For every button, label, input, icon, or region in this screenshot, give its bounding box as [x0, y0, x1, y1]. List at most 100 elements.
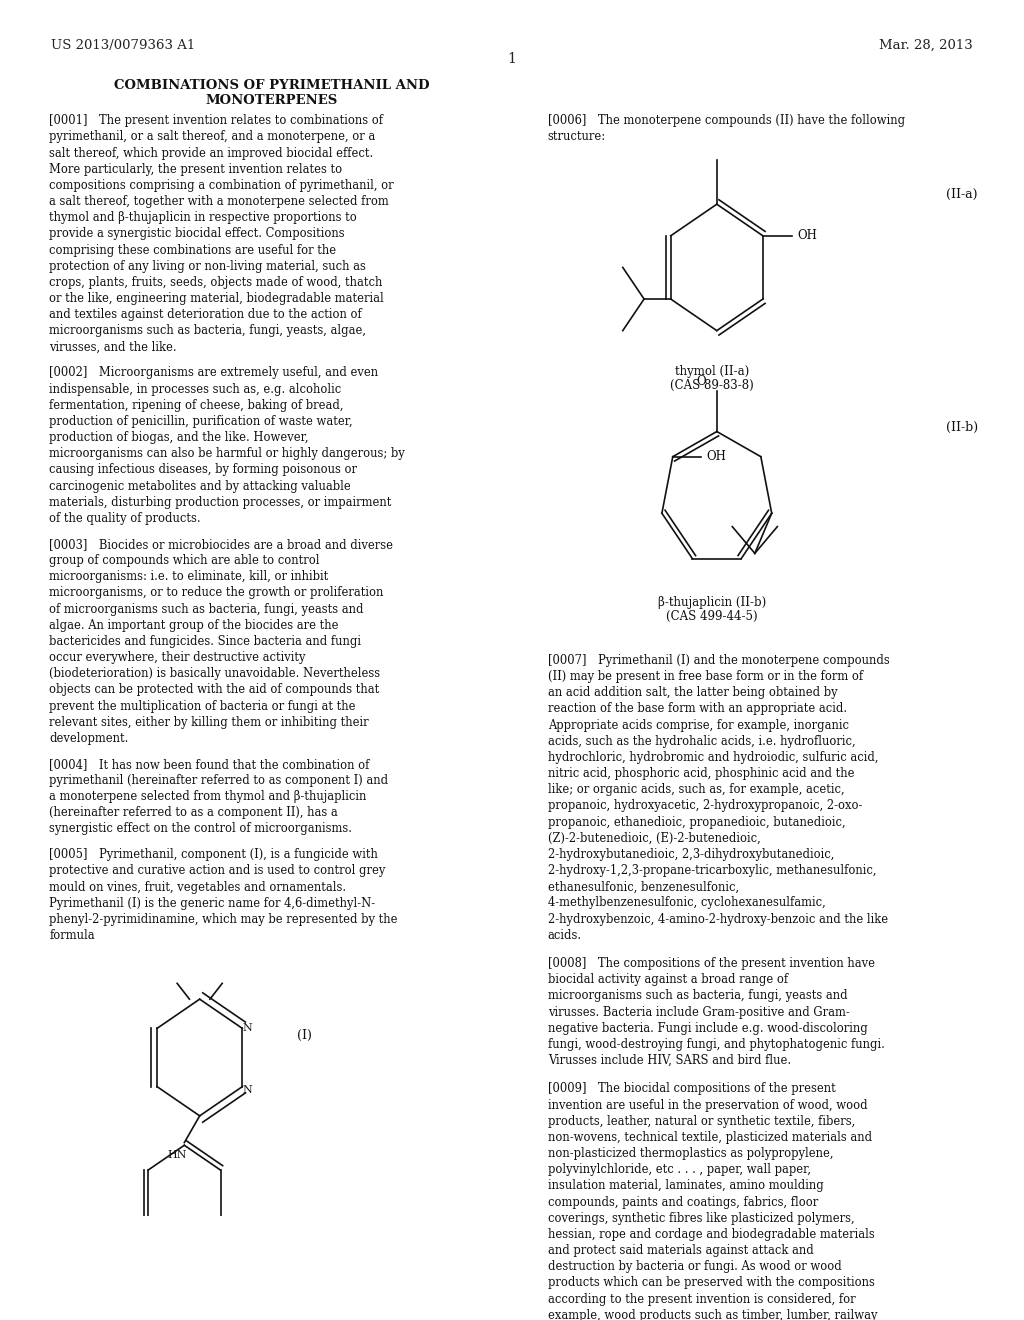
Text: an acid addition salt, the latter being obtained by: an acid addition salt, the latter being …	[548, 686, 838, 700]
Text: Pyrimethanil (I) is the generic name for 4,6-dimethyl-N-: Pyrimethanil (I) is the generic name for…	[49, 896, 375, 909]
Text: products, leather, natural or synthetic textile, fibers,: products, leather, natural or synthetic …	[548, 1115, 855, 1127]
Text: acids, such as the hydrohalic acids, i.e. hydrofluoric,: acids, such as the hydrohalic acids, i.e…	[548, 735, 855, 748]
Text: US 2013/0079363 A1: US 2013/0079363 A1	[51, 38, 196, 51]
Text: insulation material, laminates, amino moulding: insulation material, laminates, amino mo…	[548, 1180, 823, 1192]
Text: hessian, rope and cordage and biodegradable materials: hessian, rope and cordage and biodegrada…	[548, 1228, 874, 1241]
Text: [0008] The compositions of the present invention have: [0008] The compositions of the present i…	[548, 957, 874, 970]
Text: microorganisms such as bacteria, fungi, yeasts and: microorganisms such as bacteria, fungi, …	[548, 990, 848, 1002]
Text: [0005] Pyrimethanil, component (I), is a fungicide with: [0005] Pyrimethanil, component (I), is a…	[49, 849, 378, 862]
Text: (II-a): (II-a)	[946, 187, 978, 201]
Text: like; or organic acids, such as, for example, acetic,: like; or organic acids, such as, for exa…	[548, 783, 845, 796]
Text: bactericides and fungicides. Since bacteria and fungi: bactericides and fungicides. Since bacte…	[49, 635, 361, 648]
Text: non-wovens, technical textile, plasticized materials and: non-wovens, technical textile, plasticiz…	[548, 1131, 872, 1144]
Text: [0004] It has now been found that the combination of: [0004] It has now been found that the co…	[49, 758, 370, 771]
Text: microorganisms: i.e. to eliminate, kill, or inhibit: microorganisms: i.e. to eliminate, kill,…	[49, 570, 329, 583]
Text: [0006] The monoterpene compounds (II) have the following: [0006] The monoterpene compounds (II) ha…	[548, 115, 905, 127]
Text: O: O	[696, 375, 707, 388]
Text: 2-hydroxybenzoic, 4-amino-2-hydroxy-benzoic and the like: 2-hydroxybenzoic, 4-amino-2-hydroxy-benz…	[548, 912, 888, 925]
Text: virusses, and the like.: virusses, and the like.	[49, 341, 177, 354]
Text: of the quality of products.: of the quality of products.	[49, 512, 201, 525]
Text: development.: development.	[49, 731, 129, 744]
Text: OH: OH	[798, 230, 817, 243]
Text: phenyl-2-pyrimidinamine, which may be represented by the: phenyl-2-pyrimidinamine, which may be re…	[49, 913, 397, 927]
Text: ethanesulfonic, benzenesulfonic,: ethanesulfonic, benzenesulfonic,	[548, 880, 739, 894]
Text: non-plasticized thermoplastics as polypropylene,: non-plasticized thermoplastics as polypr…	[548, 1147, 834, 1160]
Text: of microorganisms such as bacteria, fungi, yeasts and: of microorganisms such as bacteria, fung…	[49, 602, 364, 615]
Text: structure:: structure:	[548, 131, 606, 144]
Text: example, wood products such as timber, lumber, railway: example, wood products such as timber, l…	[548, 1308, 878, 1320]
Text: occur everywhere, their destructive activity: occur everywhere, their destructive acti…	[49, 651, 305, 664]
Text: [0002] Microorganisms are extremely useful, and even: [0002] Microorganisms are extremely usef…	[49, 367, 378, 379]
Text: nitric acid, phosphoric acid, phosphinic acid and the: nitric acid, phosphoric acid, phosphinic…	[548, 767, 854, 780]
Text: (II-b): (II-b)	[946, 421, 978, 434]
Text: synergistic effect on the control of microorganisms.: synergistic effect on the control of mic…	[49, 822, 352, 836]
Text: or the like, engineering material, biodegradable material: or the like, engineering material, biode…	[49, 292, 384, 305]
Text: thymol (II-a): thymol (II-a)	[675, 364, 749, 378]
Text: production of penicillin, purification of waste water,: production of penicillin, purification o…	[49, 414, 353, 428]
Text: reaction of the base form with an appropriate acid.: reaction of the base form with an approp…	[548, 702, 847, 715]
Text: 2-hydroxybutanedioic, 2,3-dihydroxybutanedioic,: 2-hydroxybutanedioic, 2,3-dihydroxybutan…	[548, 847, 835, 861]
Text: (CAS 89-83-8): (CAS 89-83-8)	[670, 379, 754, 392]
Text: 2-hydroxy-1,2,3-propane-tricarboxylic, methanesulfonic,: 2-hydroxy-1,2,3-propane-tricarboxylic, m…	[548, 865, 877, 876]
Text: N: N	[243, 1085, 252, 1096]
Text: OH: OH	[706, 450, 726, 463]
Text: Mar. 28, 2013: Mar. 28, 2013	[879, 38, 973, 51]
Text: (I): (I)	[297, 1030, 312, 1041]
Text: coverings, synthetic fibres like plasticized polymers,: coverings, synthetic fibres like plastic…	[548, 1212, 854, 1225]
Text: products which can be preserved with the compositions: products which can be preserved with the…	[548, 1276, 874, 1290]
Text: a salt thereof, together with a monoterpene selected from: a salt thereof, together with a monoterp…	[49, 195, 389, 209]
Text: 1: 1	[508, 53, 516, 66]
Text: biocidal activity against a broad range of: biocidal activity against a broad range …	[548, 973, 787, 986]
Text: Virusses include HIV, SARS and bird flue.: Virusses include HIV, SARS and bird flue…	[548, 1055, 791, 1067]
Text: Appropriate acids comprise, for example, inorganic: Appropriate acids comprise, for example,…	[548, 718, 849, 731]
Text: COMBINATIONS OF PYRIMETHANIL AND
MONOTERPENES: COMBINATIONS OF PYRIMETHANIL AND MONOTER…	[114, 79, 429, 107]
Text: salt thereof, which provide an improved biocidal effect.: salt thereof, which provide an improved …	[49, 147, 374, 160]
Text: propanoic, hydroxyacetic, 2-hydroxypropanoic, 2-oxo-: propanoic, hydroxyacetic, 2-hydroxypropa…	[548, 800, 862, 812]
Text: invention are useful in the preservation of wood, wood: invention are useful in the preservation…	[548, 1098, 867, 1111]
Text: (Z)-2-butenedioic, (E)-2-butenedioic,: (Z)-2-butenedioic, (E)-2-butenedioic,	[548, 832, 761, 845]
Text: microorganisms, or to reduce the growth or proliferation: microorganisms, or to reduce the growth …	[49, 586, 384, 599]
Text: relevant sites, either by killing them or inhibiting their: relevant sites, either by killing them o…	[49, 715, 369, 729]
Text: fermentation, ripening of cheese, baking of bread,: fermentation, ripening of cheese, baking…	[49, 399, 344, 412]
Text: (CAS 499-44-5): (CAS 499-44-5)	[666, 610, 758, 623]
Text: [0009] The biocidal compositions of the present: [0009] The biocidal compositions of the …	[548, 1082, 836, 1096]
Text: formula: formula	[49, 929, 95, 942]
Text: microorganisms can also be harmful or highly dangerous; by: microorganisms can also be harmful or hi…	[49, 447, 404, 461]
Text: group of compounds which are able to control: group of compounds which are able to con…	[49, 554, 319, 568]
Text: comprising these combinations are useful for the: comprising these combinations are useful…	[49, 244, 336, 256]
Text: production of biogas, and the like. However,: production of biogas, and the like. Howe…	[49, 432, 308, 444]
Text: 4-methylbenzenesulfonic, cyclohexanesulfamic,: 4-methylbenzenesulfonic, cyclohexanesulf…	[548, 896, 825, 909]
Text: β-thujaplicin (II-b): β-thujaplicin (II-b)	[657, 595, 766, 609]
Text: N: N	[243, 1023, 252, 1034]
Text: hydrochloric, hydrobromic and hydroiodic, sulfuric acid,: hydrochloric, hydrobromic and hydroiodic…	[548, 751, 879, 764]
Text: HN: HN	[167, 1150, 187, 1160]
Text: More particularly, the present invention relates to: More particularly, the present invention…	[49, 162, 342, 176]
Text: according to the present invention is considered, for: according to the present invention is co…	[548, 1292, 855, 1305]
Text: negative bacteria. Fungi include e.g. wood-discoloring: negative bacteria. Fungi include e.g. wo…	[548, 1022, 867, 1035]
Text: and textiles against deterioration due to the action of: and textiles against deterioration due t…	[49, 309, 361, 321]
Text: [0003] Biocides or microbiocides are a broad and diverse: [0003] Biocides or microbiocides are a b…	[49, 537, 393, 550]
Text: provide a synergistic biocidal effect. Compositions: provide a synergistic biocidal effect. C…	[49, 227, 345, 240]
Text: prevent the multiplication of bacteria or fungi at the: prevent the multiplication of bacteria o…	[49, 700, 355, 713]
Text: polyvinylchloride, etc . . . , paper, wall paper,: polyvinylchloride, etc . . . , paper, wa…	[548, 1163, 811, 1176]
Text: causing infectious diseases, by forming poisonous or: causing infectious diseases, by forming …	[49, 463, 357, 477]
Text: protective and curative action and is used to control grey: protective and curative action and is us…	[49, 865, 385, 878]
Text: [0001] The present invention relates to combinations of: [0001] The present invention relates to …	[49, 115, 383, 127]
Text: crops, plants, fruits, seeds, objects made of wood, thatch: crops, plants, fruits, seeds, objects ma…	[49, 276, 383, 289]
Text: (hereinafter referred to as a component II), has a: (hereinafter referred to as a component …	[49, 807, 338, 820]
Text: protection of any living or non-living material, such as: protection of any living or non-living m…	[49, 260, 366, 273]
Text: carcinogenic metabolites and by attacking valuable: carcinogenic metabolites and by attackin…	[49, 479, 351, 492]
Text: virusses. Bacteria include Gram-positive and Gram-: virusses. Bacteria include Gram-positive…	[548, 1006, 850, 1019]
Text: destruction by bacteria or fungi. As wood or wood: destruction by bacteria or fungi. As woo…	[548, 1261, 842, 1274]
Text: [0007] Pyrimethanil (I) and the monoterpene compounds: [0007] Pyrimethanil (I) and the monoterp…	[548, 653, 890, 667]
Text: (biodeterioration) is basically unavoidable. Nevertheless: (biodeterioration) is basically unavoida…	[49, 667, 380, 680]
Text: objects can be protected with the aid of compounds that: objects can be protected with the aid of…	[49, 684, 380, 697]
Text: materials, disturbing production processes, or impairment: materials, disturbing production process…	[49, 496, 391, 508]
Text: thymol and β-thujaplicin in respective proportions to: thymol and β-thujaplicin in respective p…	[49, 211, 357, 224]
Text: mould on vines, fruit, vegetables and ornamentals.: mould on vines, fruit, vegetables and or…	[49, 880, 346, 894]
Text: and protect said materials against attack and: and protect said materials against attac…	[548, 1243, 814, 1257]
Text: acids.: acids.	[548, 929, 582, 941]
Text: microorganisms such as bacteria, fungi, yeasts, algae,: microorganisms such as bacteria, fungi, …	[49, 325, 367, 338]
Text: pyrimethanil (hereinafter referred to as component I) and: pyrimethanil (hereinafter referred to as…	[49, 774, 388, 787]
Text: pyrimethanil, or a salt thereof, and a monoterpene, or a: pyrimethanil, or a salt thereof, and a m…	[49, 131, 376, 144]
